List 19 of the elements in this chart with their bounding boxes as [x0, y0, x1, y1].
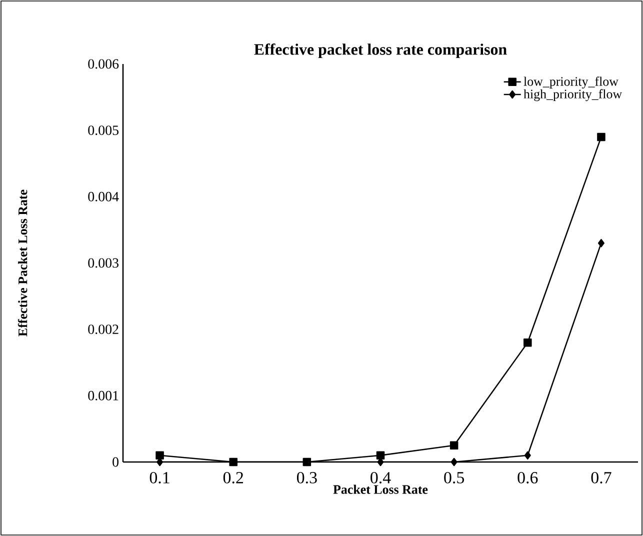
- legend-label: high_priority_flow: [524, 89, 622, 102]
- x-tick-label: 0.4: [370, 472, 391, 484]
- y-tick-label: 0.002: [88, 324, 118, 334]
- x-tick-label: 0.6: [518, 472, 538, 484]
- x-axis-title: Packet Loss Rate: [333, 484, 428, 494]
- y-tick-label: 0.001: [88, 390, 118, 400]
- x-tick-label: 0.1: [150, 472, 170, 484]
- y-tick-label: 0.003: [88, 258, 118, 268]
- chart-title: Effective packet loss rate comparison: [254, 43, 507, 58]
- y-tick-label: 0.005: [88, 126, 118, 136]
- x-tick-label: 0.5: [444, 472, 464, 484]
- x-tick-label: 0.3: [296, 472, 317, 484]
- legend-label: low_priority_flow: [524, 76, 618, 89]
- y-tick-label: 0: [112, 457, 118, 467]
- y-tick-label: 0.004: [88, 192, 119, 202]
- x-tick-label: 0.7: [591, 472, 612, 484]
- y-axis-title: Effective Packet Loss Rate: [18, 190, 28, 336]
- x-tick-label: 0.2: [223, 472, 244, 484]
- y-tick-label: 0.006: [88, 59, 119, 69]
